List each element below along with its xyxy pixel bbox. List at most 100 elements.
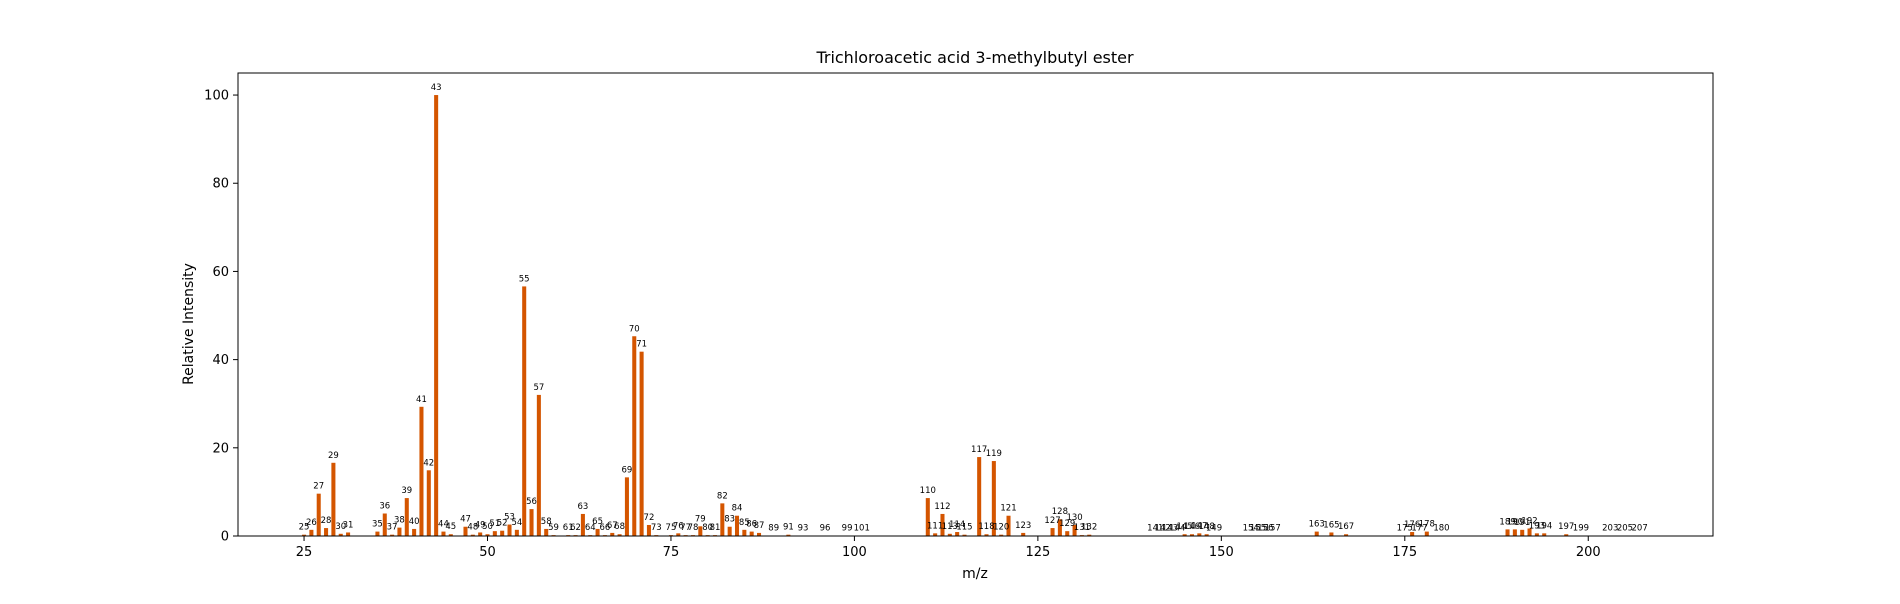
peak-label: 41 [416,395,427,405]
x-axis-label: m/z [962,566,988,582]
x-tick-label: 175 [1392,545,1417,560]
bar-mz-70 [632,336,636,536]
peak-label: 62 [570,523,581,533]
bar-mz-56 [530,509,534,536]
peak-label: 110 [920,486,936,496]
x-tick-label: 100 [842,545,867,560]
bar-mz-54 [515,530,519,536]
peak-label: 157 [1265,524,1281,534]
peak-label: 84 [732,504,743,514]
bar-mz-127 [1051,528,1055,536]
bar-mz-129 [1065,531,1069,536]
y-tick-label: 80 [212,177,229,192]
peak-label: 96 [820,524,831,534]
peak-label: 28 [321,516,332,526]
bar-mz-57 [537,395,541,536]
bar-mz-190 [1513,529,1517,536]
peak-label: 38 [394,516,405,526]
peak-label: 121 [1000,504,1016,514]
x-tick-label: 200 [1576,545,1601,560]
peak-label: 101 [854,524,870,534]
peak-label: 35 [372,520,383,530]
peak-label: 57 [533,383,544,393]
peak-label: 72 [644,513,655,523]
bar-mz-165 [1329,532,1333,536]
bar-mz-41 [419,407,423,536]
x-tick-label: 150 [1209,545,1234,560]
peak-label: 149 [1206,524,1222,534]
bar-mz-163 [1315,532,1319,536]
bar-mz-51 [493,531,497,536]
peak-label: 89 [768,524,779,534]
bar-mz-85 [742,530,746,536]
peak-label: 71 [636,340,647,350]
y-tick-label: 60 [212,265,229,280]
bar-mz-52 [500,531,504,536]
peak-label: 132 [1081,523,1097,533]
peak-label: 27 [313,482,324,492]
peak-label: 87 [754,521,765,531]
peak-label: 26 [306,518,317,528]
y-tick-label: 40 [212,353,229,368]
bar-mz-69 [625,477,629,536]
bar-mz-42 [427,470,431,536]
peak-label: 120 [993,523,1009,533]
peak-label: 194 [1536,521,1552,531]
bar-mz-40 [412,529,416,536]
peak-label: 63 [577,502,588,512]
bar-mz-26 [309,530,313,536]
plot-frame [238,73,1713,536]
bar-mz-49 [478,532,482,536]
peak-label: 91 [783,523,794,533]
bar-mz-44 [441,532,445,536]
peak-label: 70 [629,324,640,334]
y-tick-label: 20 [212,441,229,456]
peak-label: 119 [986,449,1002,459]
peak-label: 99 [842,524,853,534]
peak-label: 69 [622,465,633,475]
bar-mz-28 [324,528,328,536]
bar-mz-35 [375,532,379,536]
peak-label: 112 [934,502,950,512]
y-tick-label: 100 [204,89,229,104]
x-tick-label: 25 [296,545,313,560]
peak-label: 78 [688,523,699,533]
peak-label: 180 [1433,524,1449,534]
peak-label: 29 [328,451,339,461]
peak-label: 54 [511,518,522,528]
peak-label: 81 [710,523,721,533]
peak-label: 207 [1632,524,1648,534]
peak-label: 199 [1573,524,1589,534]
chart-title: Trichloroacetic acid 3-methylbutyl ester [815,48,1134,67]
peak-label: 115 [956,523,972,533]
peak-label: 39 [401,486,412,496]
peak-label: 36 [379,502,390,512]
peak-label: 73 [651,523,662,533]
peak-label: 40 [409,517,420,527]
bar-mz-31 [346,532,350,536]
peak-label: 83 [724,515,735,525]
bar-mz-38 [397,528,401,536]
bars-layer [302,95,1642,536]
peak-label: 59 [548,523,559,533]
y-axis-label: Relative Intensity [181,263,197,385]
peak-label: 43 [431,83,442,93]
bar-mz-189 [1506,529,1510,536]
peak-label: 68 [614,522,625,532]
bar-mz-86 [750,532,754,536]
y-tick-label: 0 [221,530,229,545]
peak-label: 42 [423,458,434,468]
peak-label: 123 [1015,521,1031,531]
peak-label: 31 [343,520,354,530]
x-tick-label: 75 [663,545,680,560]
bar-mz-191 [1520,530,1524,536]
bar-mz-83 [728,527,732,536]
peak-label: 167 [1338,522,1354,532]
bar-mz-43 [434,95,438,536]
peak-label: 130 [1066,513,1082,523]
x-tick-label: 50 [479,545,496,560]
bar-mz-27 [317,494,321,536]
